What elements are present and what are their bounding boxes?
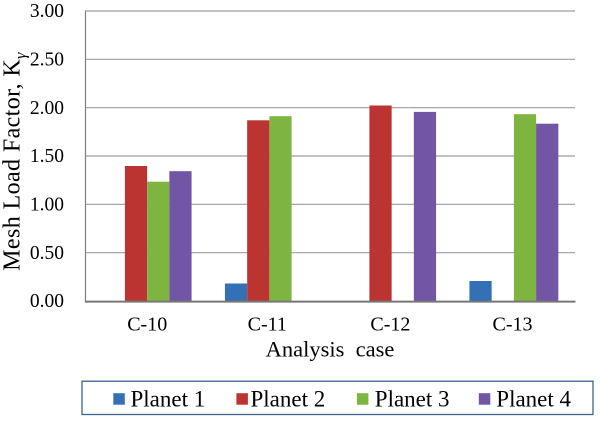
svg-text:1.00: 1.00 [30, 195, 64, 216]
svg-text:1.50: 1.50 [30, 146, 64, 167]
svg-text:Mesh Load Factor, Kγ: Mesh Load Factor, Kγ [0, 52, 30, 271]
svg-text:2.00: 2.00 [30, 98, 64, 119]
svg-text:Planet 1: Planet 1 [131, 387, 206, 412]
svg-text:Planet 3: Planet 3 [375, 387, 450, 412]
svg-text:2.50: 2.50 [30, 50, 64, 71]
svg-text:Planet 4: Planet 4 [496, 387, 571, 412]
svg-text:C-12: C-12 [370, 313, 410, 335]
svg-text:C-11: C-11 [248, 313, 287, 335]
svg-text:0.00: 0.00 [30, 291, 64, 312]
svg-text:3.00: 3.00 [30, 1, 64, 22]
svg-text:C-13: C-13 [493, 313, 533, 335]
svg-text:0.50: 0.50 [30, 243, 64, 264]
svg-text:Planet 2: Planet 2 [251, 387, 326, 412]
svg-text:Analysis case: Analysis case [266, 337, 395, 362]
svg-text:C-10: C-10 [127, 313, 167, 335]
